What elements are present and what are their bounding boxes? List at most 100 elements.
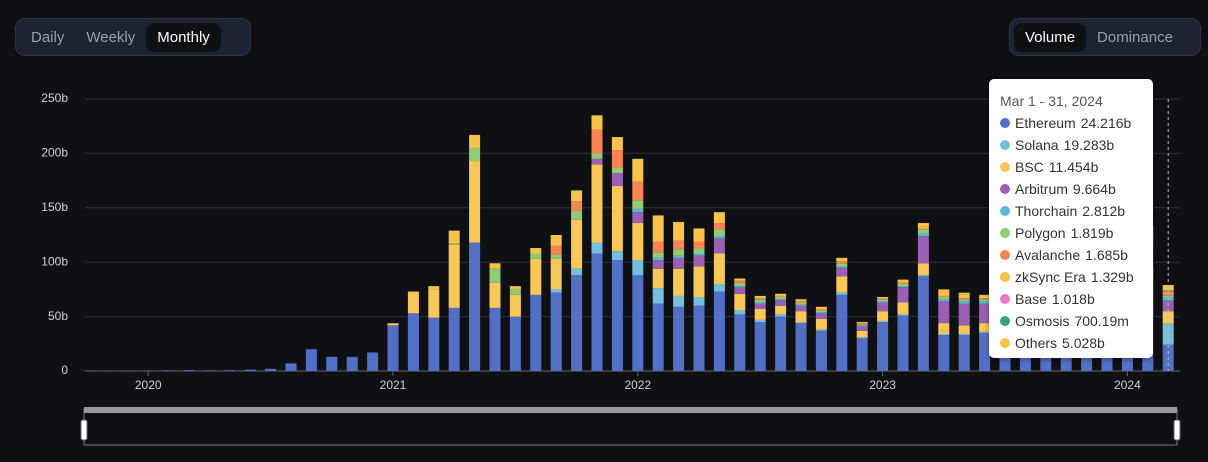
bar-segment: [856, 323, 868, 325]
bar-segment: [530, 294, 542, 371]
bar-segment: [448, 307, 460, 371]
bar-segment: [489, 268, 501, 283]
bar-segment: [958, 294, 970, 299]
x-tick-label: 2020: [135, 378, 162, 392]
bar-segment: [734, 282, 746, 287]
bar-segment: [713, 253, 725, 284]
toggle-button[interactable]: Volume: [1014, 22, 1087, 52]
bar-segment: [754, 322, 766, 371]
slider-handle[interactable]: [1173, 419, 1181, 441]
bar-segment: [652, 257, 664, 261]
bar-segment: [795, 322, 807, 324]
bar-segment: [958, 301, 970, 304]
bar-segment: [469, 161, 481, 243]
bar-segment: [673, 255, 685, 258]
bar-segment: [652, 260, 664, 269]
bar-segment: [611, 167, 623, 173]
tooltip-value: 700.19m: [1074, 313, 1129, 329]
bar-segment: [407, 291, 419, 314]
bar-segment: [652, 268, 664, 289]
bar-segment: [611, 172, 623, 187]
y-tick-label: 250b: [41, 91, 68, 105]
bar-segment: [815, 313, 827, 319]
tooltip-value: 9.664b: [1072, 181, 1116, 197]
bar-segment: [897, 286, 909, 288]
bar-segment: [979, 295, 991, 299]
bar-segment: [591, 158, 603, 165]
legend-swatch: [1000, 140, 1010, 150]
bar-segment: [305, 349, 317, 371]
range-slider[interactable]: [83, 408, 1178, 446]
tooltip-row: BSC 11.454b: [1000, 159, 1098, 175]
legend-swatch: [1000, 250, 1010, 260]
bar-segment: [713, 229, 725, 237]
bar-segment: [877, 297, 889, 299]
toggle-button[interactable]: Dominance: [1097, 28, 1173, 46]
tooltip-title: Mar 1 - 31, 2024: [1000, 93, 1103, 109]
bar-segment: [917, 226, 929, 229]
bar-segment: [775, 316, 787, 371]
tooltip-row: Thorchain 2.812b: [1000, 203, 1125, 219]
bar-segment: [632, 181, 644, 201]
bar-segment: [1162, 290, 1174, 292]
toggle-button[interactable]: Weekly: [86, 28, 136, 46]
tooltip-row: Polygon 1.819b: [1000, 225, 1113, 241]
bar-segment: [673, 257, 685, 269]
bar-segment: [979, 294, 991, 296]
bar-segment: [938, 301, 950, 324]
bar-segment: [979, 323, 991, 332]
bar-segment: [958, 334, 970, 336]
bar-segment: [571, 211, 583, 220]
bar-segment: [897, 315, 909, 371]
bar-segment: [917, 223, 929, 227]
legend-swatch: [1000, 162, 1010, 172]
bar-segment: [611, 251, 623, 261]
bar-segment: [632, 275, 644, 371]
slider-bar[interactable]: [84, 407, 1177, 413]
bar-segment: [938, 323, 950, 335]
slider-handle[interactable]: [80, 419, 88, 441]
toggle-button[interactable]: Daily: [31, 28, 65, 46]
bar-segment: [979, 303, 991, 324]
bar-segment: [836, 263, 848, 267]
bar-segment: [693, 241, 705, 249]
bar-segment: [652, 303, 664, 371]
bar-segment: [530, 253, 542, 259]
bar-segment: [632, 200, 644, 209]
bar-segment: [713, 291, 725, 371]
bar-segment: [836, 294, 848, 371]
bar-segment: [713, 223, 725, 230]
bar-segment: [856, 324, 868, 326]
bar-segment: [550, 292, 562, 371]
bar-segment: [754, 295, 766, 299]
bar-segment: [550, 245, 562, 255]
bar-segment: [795, 301, 807, 303]
bar-segment: [897, 287, 909, 303]
bar-segment: [836, 261, 848, 264]
tooltip-value: 2.812b: [1082, 203, 1126, 219]
bar-segment: [591, 242, 603, 254]
bar-segment: [877, 301, 889, 303]
bar-segment: [632, 212, 644, 224]
bar-segment: [775, 293, 787, 296]
bar-segment: [693, 266, 705, 298]
tooltip-row: Base 1.018b: [1000, 291, 1095, 307]
toggle-button[interactable]: Monthly: [146, 22, 221, 52]
bar-segment: [550, 258, 562, 290]
bar-segment: [815, 312, 827, 314]
bar-segment: [734, 310, 746, 315]
bar-segment: [775, 300, 787, 306]
bar-segment: [877, 322, 889, 371]
metric-toggle: Volume Dominance: [1009, 18, 1201, 56]
bar-segment: [367, 352, 379, 371]
tooltip-row: zkSync Era 1.329b: [1000, 269, 1134, 285]
bar-segment: [632, 223, 644, 261]
tooltip: Mar 1 - 31, 2024 Ethereum 24.216b Solana 19…: [989, 79, 1153, 358]
bar-segment: [163, 370, 175, 371]
bar-segment: [591, 253, 603, 371]
bar-segment: [244, 369, 256, 371]
bar-segment: [693, 228, 705, 242]
legend-swatch: [1000, 294, 1010, 304]
bar-segment: [775, 305, 787, 315]
bar-segment: [591, 164, 603, 243]
